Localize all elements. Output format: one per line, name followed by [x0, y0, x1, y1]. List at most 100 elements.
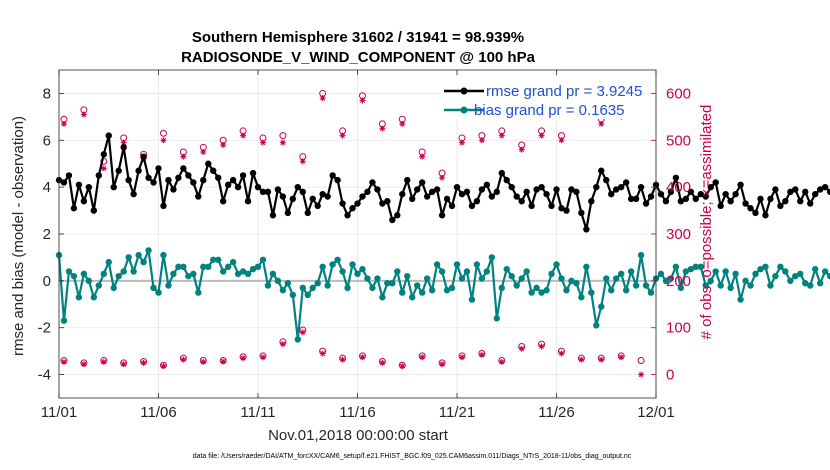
- bias-point: [309, 284, 316, 292]
- rmse-point: [578, 209, 585, 217]
- obs-assimilated-point: [220, 358, 227, 365]
- bias-point: [702, 282, 709, 289]
- bias-point: [423, 275, 431, 282]
- rmse-point: [712, 179, 719, 186]
- bias-point: [438, 268, 446, 275]
- rmse-point: [667, 188, 675, 196]
- y-left-tick-label: 2: [43, 226, 51, 243]
- rmse-point: [249, 169, 257, 177]
- y-right-tick-label: 100: [666, 320, 691, 337]
- obs-assimilated-point: [240, 132, 247, 139]
- rmse-point: [802, 188, 809, 196]
- obs-assimilated-point: [319, 95, 326, 102]
- bias-point: [498, 284, 505, 292]
- rmse-point: [588, 198, 595, 205]
- rmse-point: [414, 186, 421, 193]
- obs-assimilated-point: [200, 149, 207, 155]
- bias-point: [409, 294, 416, 301]
- rmse-point: [304, 209, 311, 217]
- obs-assimilated-point: [60, 120, 67, 127]
- rmse-point: [354, 200, 361, 207]
- chart-title: Southern Hemisphere 31602 / 31941 = 98.9…: [192, 29, 524, 46]
- y-axis-right: 0 100 200 300 400 500 600: [651, 85, 691, 384]
- rmse-point: [349, 205, 356, 212]
- bias-point: [543, 287, 550, 294]
- x-axis-label: Nov.01,2018 00:00:00 start: [268, 427, 449, 444]
- rmse-point: [816, 186, 824, 193]
- obs-assimilated-point: [478, 137, 485, 144]
- obs-assimilated-point: [160, 137, 167, 144]
- rmse-point: [294, 183, 301, 191]
- bias-point: [617, 270, 625, 278]
- bias-point: [826, 272, 830, 280]
- bias-point: [90, 294, 98, 301]
- rmse-point: [826, 188, 830, 196]
- y-axis-left: -4 -2 0 2 4 6 8: [38, 85, 64, 384]
- bias-point: [354, 270, 361, 278]
- bias-point: [85, 277, 93, 285]
- bias-point: [588, 289, 595, 296]
- bias-point: [229, 258, 237, 266]
- bias-point: [180, 263, 187, 270]
- rmse-point: [399, 190, 406, 198]
- rmse-point: [687, 188, 695, 196]
- rmse-point: [613, 186, 620, 193]
- bias-point: [130, 268, 137, 275]
- bias-point: [284, 280, 292, 287]
- obs-assimilated-point: [299, 329, 306, 336]
- bias-point: [65, 268, 73, 275]
- bias-point: [777, 263, 784, 270]
- bias-point: [210, 256, 217, 263]
- bias-point: [155, 289, 162, 296]
- rmse-point: [319, 190, 326, 198]
- bias-point: [160, 251, 167, 259]
- rmse-point: [498, 169, 505, 177]
- bias-point: [707, 277, 714, 285]
- bias-point: [389, 280, 396, 287]
- obs-assimilated-point: [60, 358, 67, 365]
- bias-point: [215, 256, 222, 263]
- rmse-point: [175, 174, 182, 181]
- obs-assimilated-point: [518, 146, 525, 153]
- legend-bias-marker: [460, 106, 468, 114]
- bias-point: [324, 282, 331, 289]
- bias-point: [100, 270, 107, 278]
- bias-point: [578, 294, 585, 301]
- rmse-point: [389, 216, 396, 224]
- legend-rmse-label: rmse grand pr = 3.9245: [486, 83, 642, 100]
- rmse-point: [528, 202, 535, 210]
- rmse-point: [274, 186, 282, 193]
- obs-assimilated-point: [538, 132, 545, 139]
- rmse-point: [418, 179, 426, 186]
- rmse-point: [125, 176, 132, 184]
- bias-point: [80, 270, 88, 278]
- rmse-point: [518, 198, 525, 205]
- rmse-point: [264, 188, 272, 196]
- rmse-point: [334, 176, 341, 184]
- rmse-point: [438, 212, 446, 219]
- rmse-point: [468, 202, 476, 210]
- bias-point: [394, 268, 401, 275]
- bias-point: [135, 251, 142, 259]
- bias-point: [692, 263, 699, 270]
- bias-point: [314, 280, 321, 287]
- bias-point: [60, 317, 68, 324]
- rmse-point: [463, 188, 471, 196]
- rmse-point: [70, 205, 78, 212]
- bias-point: [404, 272, 411, 280]
- obs-assimilated-point: [518, 345, 525, 352]
- rmse-point: [787, 188, 794, 196]
- bias-point: [816, 280, 824, 287]
- bias-point: [493, 315, 500, 322]
- obs-assimilated-point: [279, 139, 286, 146]
- bias-point: [797, 270, 804, 278]
- x-axis: 11/01 11/06 11/11 11/16 11/21 11/26 12/01: [41, 70, 675, 421]
- rmse-point: [160, 202, 167, 210]
- rmse-point: [190, 179, 197, 186]
- rmse-point: [324, 193, 331, 200]
- rmse-point: [448, 202, 456, 210]
- bias-point: [349, 261, 356, 268]
- rmse-point: [180, 165, 187, 172]
- bias-point: [762, 263, 769, 270]
- obs-possible-point: [637, 357, 645, 365]
